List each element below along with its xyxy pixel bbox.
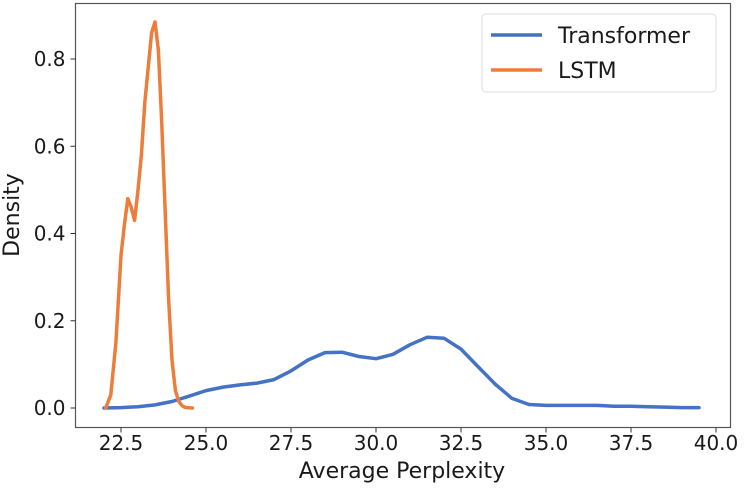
x-tick-label: 40.0 [694, 431, 739, 455]
y-tick-label: 0.0 [34, 396, 66, 420]
y-axis-label: Density [0, 173, 25, 257]
x-tick-label: 22.5 [99, 431, 144, 455]
series-line-transformer [102, 335, 701, 410]
x-tick-label: 35.0 [524, 431, 569, 455]
y-tick-label: 0.8 [34, 47, 66, 71]
x-tick-label: 32.5 [439, 431, 484, 455]
y-tick-label: 0.2 [34, 309, 66, 333]
series-line-lstm [103, 20, 195, 410]
legend-label-lstm: LSTM [558, 59, 617, 84]
series-lines [102, 20, 701, 410]
legend: Transformer LSTM [481, 13, 717, 93]
x-axis-label: Average Perplexity [299, 459, 505, 484]
x-tick-label: 27.5 [269, 431, 314, 455]
x-tick-label: 25.0 [184, 431, 229, 455]
x-axis-ticks: 22.5 25.0 27.5 30.0 32.5 35.0 37.5 40.0 [99, 427, 739, 455]
y-tick-label: 0.6 [34, 134, 66, 158]
x-tick-label: 30.0 [354, 431, 399, 455]
x-tick-label: 37.5 [609, 431, 654, 455]
y-axis-ticks: 0.0 0.2 0.4 0.6 0.8 [34, 47, 76, 420]
y-tick-label: 0.4 [34, 222, 66, 246]
legend-label-transformer: Transformer [557, 24, 691, 49]
